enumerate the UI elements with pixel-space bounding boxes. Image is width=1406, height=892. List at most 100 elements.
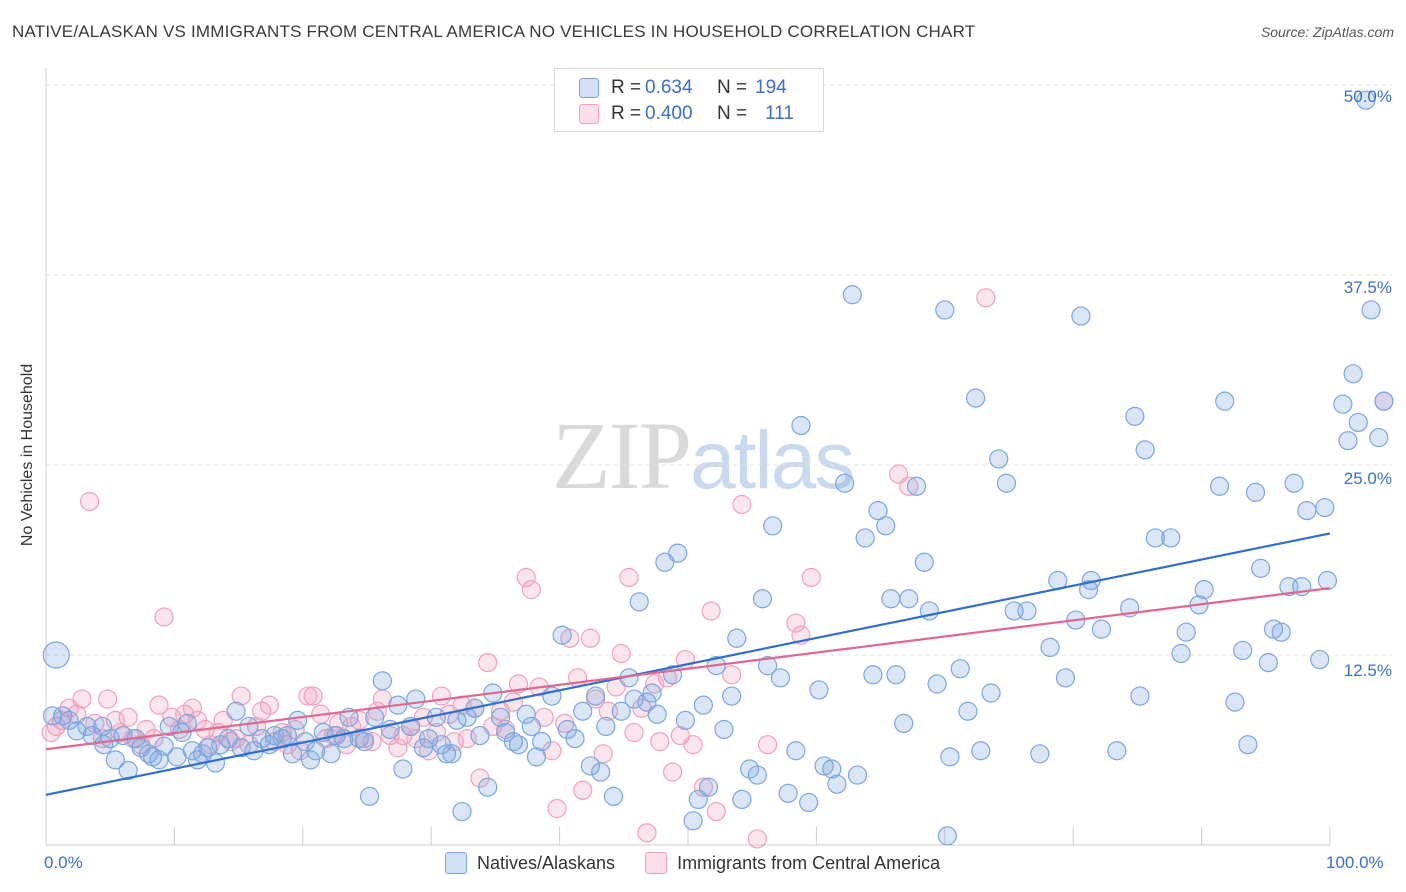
legend-swatch-blue xyxy=(579,78,599,98)
immigrant-point xyxy=(976,288,996,308)
native-point xyxy=(521,716,541,737)
source-label: Source: ZipAtlas.com xyxy=(1260,24,1394,40)
native-point xyxy=(288,710,308,730)
native-point xyxy=(827,774,847,794)
immigrant-point xyxy=(149,695,169,715)
native-point xyxy=(758,656,778,676)
correlation-legend: R = 0.634 N = 194 R = 0.400 N = 111 xyxy=(554,68,824,132)
native-point xyxy=(406,689,426,709)
natives-trend-line xyxy=(45,532,1331,796)
watermark: ZIPatlas xyxy=(552,400,855,511)
y-tick-label-50: 50.0% xyxy=(1343,87,1392,106)
legend-r-value: 0.634 xyxy=(645,77,693,98)
immigrant-point xyxy=(259,695,280,715)
native-point xyxy=(966,388,986,408)
immigrant-point xyxy=(801,567,821,588)
immigrant-point xyxy=(516,567,536,588)
immigrant-point xyxy=(252,701,272,721)
immigrant-point xyxy=(650,732,670,752)
native-point xyxy=(442,744,462,764)
native-point xyxy=(927,674,947,694)
native-point xyxy=(205,753,226,773)
native-point xyxy=(747,765,767,785)
series-label-immigrants: Immigrants from Central America xyxy=(677,852,941,873)
immigrant-point xyxy=(701,601,721,621)
native-point xyxy=(770,668,791,688)
native-point xyxy=(1238,735,1258,755)
immigrant-point xyxy=(560,628,580,648)
native-point xyxy=(1161,528,1181,548)
native-point xyxy=(732,789,752,810)
native-point xyxy=(1107,741,1127,761)
native-point xyxy=(603,786,624,806)
series-swatch-pink xyxy=(645,852,668,874)
native-point xyxy=(814,756,834,776)
native-point xyxy=(1130,686,1150,706)
immigrant-point xyxy=(683,735,703,755)
immigrant-point xyxy=(624,722,644,743)
native-point xyxy=(863,665,883,685)
native-point xyxy=(1071,306,1091,326)
native-point xyxy=(1125,406,1145,426)
native-point xyxy=(698,777,719,797)
native-point xyxy=(490,707,511,727)
legend-n-value: 194 xyxy=(755,77,787,98)
native-point xyxy=(683,811,703,831)
native-point xyxy=(580,756,601,776)
native-point xyxy=(786,741,806,761)
immigrant-point xyxy=(298,686,318,706)
native-point xyxy=(1310,649,1330,670)
immigrant-point xyxy=(637,823,657,843)
native-point xyxy=(996,473,1017,493)
immigrant-point xyxy=(580,628,601,648)
native-point xyxy=(989,449,1009,469)
immigrant-point xyxy=(72,689,92,709)
native-point xyxy=(714,719,734,740)
legend-r-label: R = xyxy=(611,103,642,124)
native-point xyxy=(894,713,914,734)
series-legend: Natives/Alaskans Immigrants from Central… xyxy=(445,852,970,874)
native-point xyxy=(552,625,572,645)
native-point xyxy=(1271,622,1291,642)
immigrant-point xyxy=(899,476,919,496)
immigrant-point xyxy=(80,491,100,512)
native-point xyxy=(740,759,760,779)
native-point xyxy=(1343,364,1363,384)
native-point xyxy=(981,683,1001,703)
native-point xyxy=(1209,476,1230,496)
native-point xyxy=(565,728,585,749)
native-point xyxy=(573,701,593,721)
native-point xyxy=(668,543,688,563)
native-point xyxy=(1145,528,1165,548)
immigrant-point xyxy=(786,613,806,633)
native-point xyxy=(321,744,341,764)
native-point xyxy=(1176,622,1196,642)
immigrant-point xyxy=(521,580,541,600)
native-point xyxy=(1356,90,1376,110)
immigrant-point xyxy=(388,738,408,758)
native-point xyxy=(306,741,326,761)
series-legend-immigrants: Immigrants from Central America xyxy=(645,852,940,874)
immigrant-point xyxy=(732,494,752,515)
native-point xyxy=(1040,637,1060,658)
native-point xyxy=(349,728,369,749)
native-point xyxy=(372,671,393,691)
native-point xyxy=(67,721,87,741)
immigrant-point xyxy=(547,798,567,819)
native-point xyxy=(937,826,957,846)
native-point xyxy=(77,716,97,737)
native-point xyxy=(393,759,413,779)
immigrant-point xyxy=(154,607,174,627)
native-point xyxy=(835,473,855,493)
series-legend-natives: Natives/Alaskans xyxy=(445,852,615,874)
native-point xyxy=(1297,501,1317,521)
immigrant-point xyxy=(118,707,138,727)
legend-row-immigrants: R = 0.400 N = 111 xyxy=(579,102,794,126)
native-point xyxy=(591,762,611,782)
native-point xyxy=(1030,744,1050,764)
native-point xyxy=(881,589,901,609)
native-point xyxy=(855,528,875,548)
native-point xyxy=(1233,640,1253,661)
chart-title: NATIVE/ALASKAN VS IMMIGRANTS FROM CENTRA… xyxy=(12,22,976,41)
legend-swatch-pink xyxy=(579,104,599,124)
